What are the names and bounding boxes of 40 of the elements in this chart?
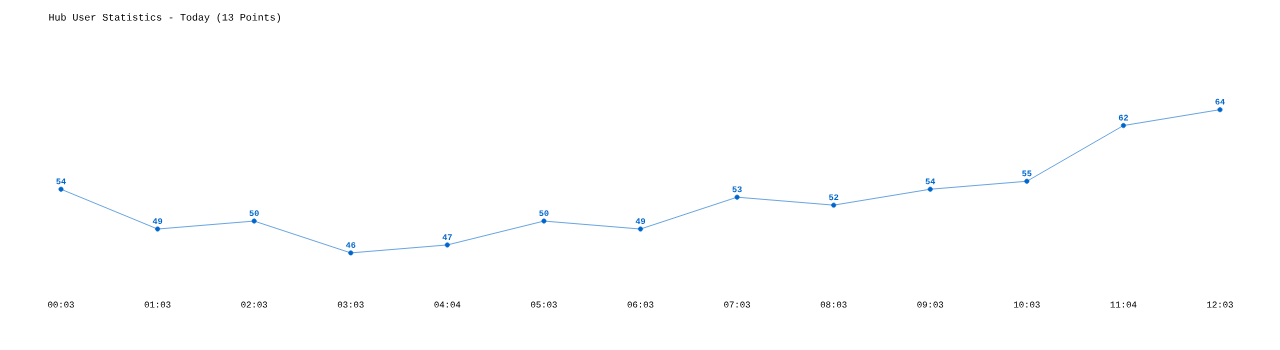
data-label: 52 bbox=[829, 194, 839, 201]
x-tick-label: 10:03 bbox=[1014, 301, 1040, 308]
data-label: 64 bbox=[1215, 98, 1225, 105]
x-tick-label: 02:03 bbox=[241, 301, 268, 308]
data-label: 50 bbox=[249, 210, 259, 217]
chart-title: Hub User Statistics - Today (13 Points) bbox=[49, 13, 280, 23]
x-tick-label: 03:03 bbox=[337, 301, 364, 308]
data-label: 55 bbox=[1022, 170, 1032, 177]
point bbox=[444, 242, 450, 248]
point bbox=[1217, 107, 1223, 113]
x-tick-label: 04:04 bbox=[434, 301, 461, 308]
x-tick-label: 08:03 bbox=[820, 301, 847, 308]
point bbox=[348, 250, 354, 256]
data-label: 54 bbox=[925, 178, 936, 185]
x-tick-label: 06:03 bbox=[627, 301, 654, 308]
point bbox=[155, 226, 161, 232]
x-tick-label: 05:03 bbox=[531, 301, 557, 308]
point bbox=[831, 202, 837, 208]
data-label: 49 bbox=[635, 218, 646, 224]
data-label: 62 bbox=[1118, 114, 1129, 121]
point bbox=[1024, 178, 1030, 184]
x-tick-label: 07:03 bbox=[724, 301, 750, 308]
point bbox=[734, 194, 740, 200]
point bbox=[541, 218, 547, 224]
point bbox=[1120, 123, 1126, 129]
x-tick-label: 12:03 bbox=[1207, 301, 1233, 308]
x-tick-label: 01:03 bbox=[144, 301, 171, 308]
point bbox=[927, 186, 933, 192]
data-label: 49 bbox=[152, 218, 163, 224]
point bbox=[638, 226, 643, 232]
data-label: 53 bbox=[732, 186, 742, 193]
data-label: 54 bbox=[56, 178, 66, 185]
point bbox=[251, 218, 257, 224]
data-label: 46 bbox=[345, 242, 356, 248]
point bbox=[58, 186, 64, 192]
x-tick-label: 09:03 bbox=[917, 301, 944, 308]
x-tick-label: 00:03 bbox=[48, 301, 74, 308]
data-label: 47 bbox=[442, 234, 452, 240]
x-tick-label: 11:04 bbox=[1110, 301, 1137, 308]
data-label: 50 bbox=[539, 210, 549, 217]
